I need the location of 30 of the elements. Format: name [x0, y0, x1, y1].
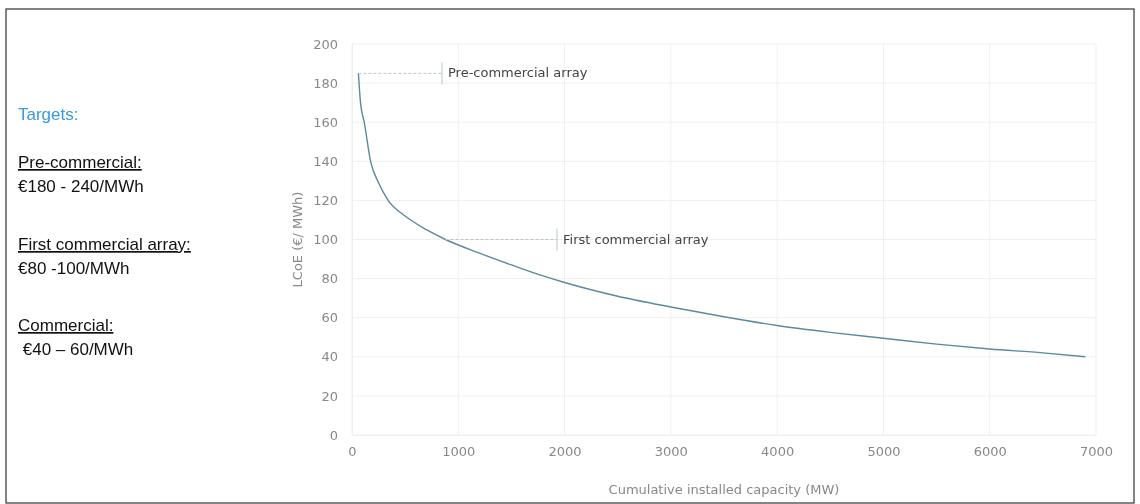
x-axis-title: Cumulative installed capacity (MW) — [608, 482, 840, 497]
text: €40 – 60/MWh — [18, 340, 134, 359]
x-tick-label: 7000 — [1079, 444, 1114, 460]
x-tick-label: 6000 — [973, 444, 1007, 460]
text: Targets: — [18, 105, 79, 124]
x-tick-label: 2000 — [548, 444, 582, 460]
y-tick-label: 200 — [313, 36, 338, 52]
y-tick-label: 100 — [313, 232, 338, 248]
x-tick-label: 5000 — [867, 444, 901, 460]
x-tick-label: 0 — [348, 444, 357, 460]
text: €80 -100/MWh — [18, 259, 130, 278]
text: First commercial array: — [18, 235, 191, 254]
text: Commercial: — [18, 316, 114, 335]
text: €180 - 240/MWh — [18, 177, 144, 196]
y-tick-label: 180 — [313, 75, 338, 91]
x-tick-label: 3000 — [654, 444, 688, 460]
y-tick-label: 120 — [313, 193, 338, 209]
y-tick-label: 20 — [321, 388, 338, 404]
annotation: First commercial array — [563, 231, 709, 247]
annotation: Pre-commercial array — [448, 65, 588, 81]
x-tick-label: 1000 — [442, 444, 476, 460]
y-tick-label: 60 — [321, 310, 338, 326]
y-tick-label: 160 — [313, 114, 338, 130]
y-tick-label: 140 — [313, 153, 338, 169]
y-tick-label: 0 — [329, 427, 338, 443]
text: Pre-commercial: — [18, 153, 142, 172]
y-axis-title: LCoE (€/ MWh) — [290, 191, 305, 288]
x-tick-label: 4000 — [761, 444, 795, 460]
y-tick-label: 40 — [321, 349, 338, 365]
y-tick-label: 80 — [321, 271, 338, 287]
